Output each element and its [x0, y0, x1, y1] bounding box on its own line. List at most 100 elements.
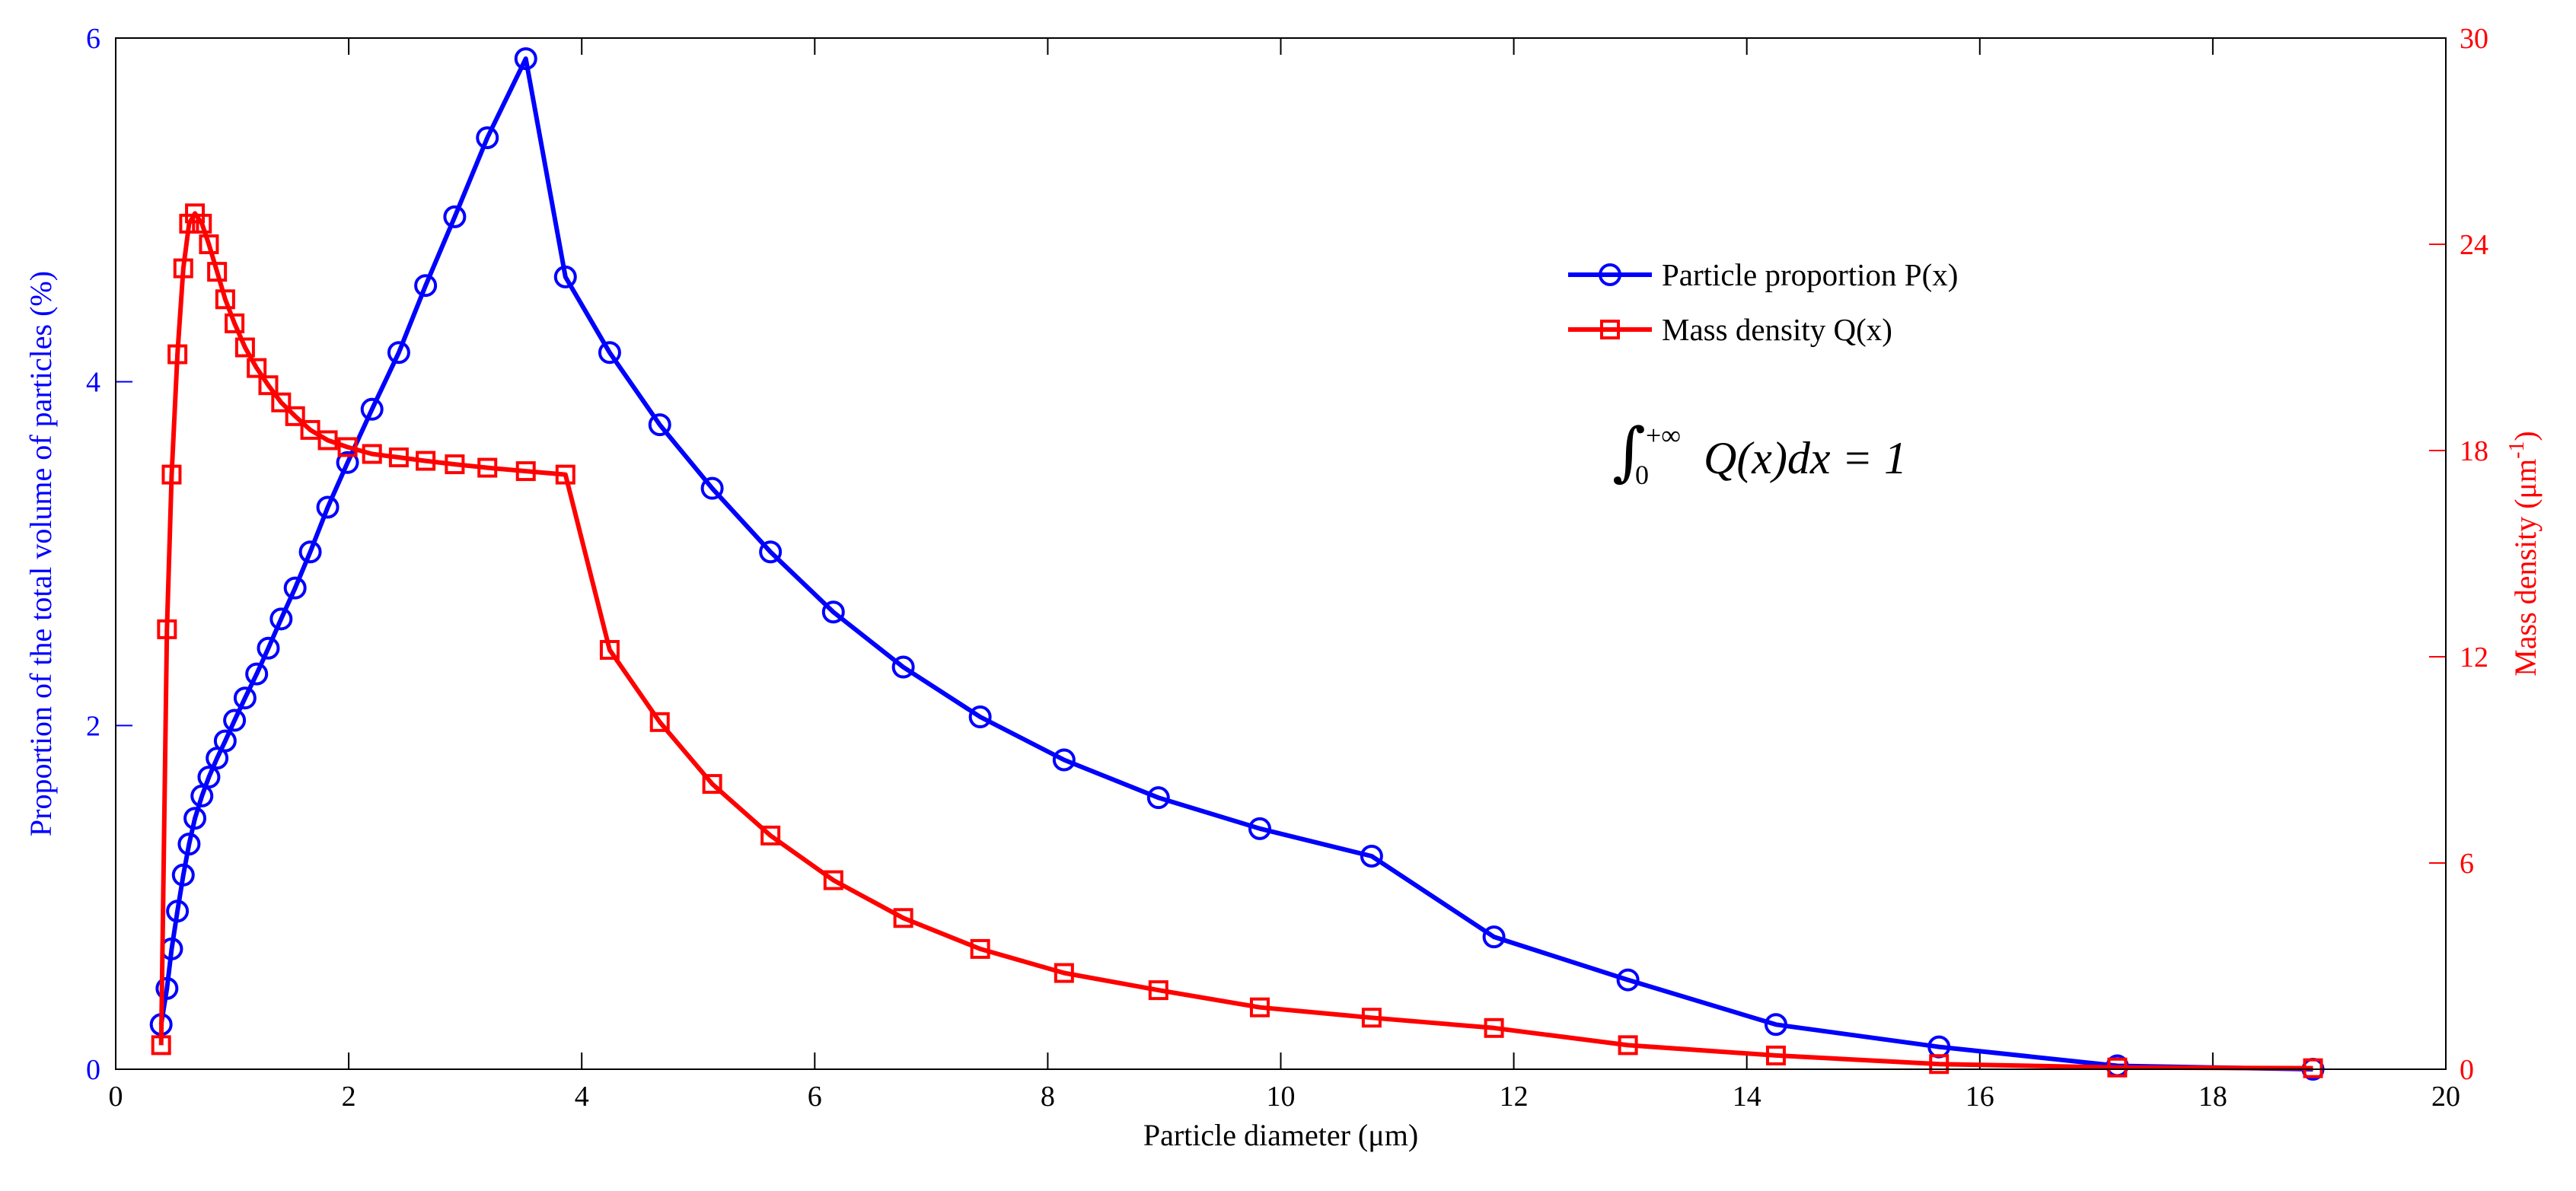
x-tick-label: 20: [2431, 1081, 2460, 1113]
data-point: [316, 495, 340, 519]
series-line: [158, 211, 2313, 1071]
data-point: [1765, 1045, 1786, 1065]
data-point: [514, 47, 537, 71]
y-right-tick-label: 6: [2460, 848, 2474, 880]
data-point: [515, 461, 536, 482]
data-point: [337, 437, 358, 457]
data-point: [702, 774, 722, 795]
data-point: [173, 258, 193, 279]
data-point: [414, 274, 438, 298]
data-point: [1929, 1054, 1950, 1075]
data-point: [1764, 1013, 1787, 1037]
series-layer: [149, 47, 2325, 1081]
data-point: [233, 686, 257, 710]
integral-upper-limit: +∞: [1646, 420, 1681, 451]
data-point: [258, 375, 279, 396]
data-point: [360, 397, 384, 421]
data-point: [648, 413, 671, 437]
legend-entry-q: Mass density Q(x): [1568, 312, 1892, 347]
data-point: [183, 807, 207, 830]
data-point: [700, 476, 724, 500]
data-point: [234, 337, 255, 358]
y-left-tick-label: 6: [86, 23, 100, 55]
data-point: [891, 655, 915, 679]
data-point: [1146, 786, 1170, 810]
x-tick-label: 12: [1500, 1081, 1529, 1113]
data-point: [416, 451, 436, 471]
y-axis-right-title-exponent: -1: [2505, 441, 2529, 459]
y-left-tick-label: 4: [86, 367, 100, 399]
data-point: [269, 607, 293, 631]
data-point: [207, 262, 228, 282]
x-tick-label: 0: [109, 1081, 123, 1113]
y-right-tick-label: 12: [2460, 642, 2488, 674]
x-tick-label: 8: [1041, 1081, 1055, 1113]
data-point: [553, 265, 577, 288]
data-point: [247, 358, 267, 378]
legend-entry-p: Particle proportion P(x): [1568, 257, 1958, 292]
legend-label-p: Particle proportion P(x): [1662, 257, 1958, 292]
data-point: [179, 213, 199, 234]
data-point: [285, 406, 305, 426]
data-point: [155, 976, 179, 1000]
data-point: [1618, 1035, 1638, 1056]
data-point: [1248, 817, 1271, 840]
data-point: [1616, 968, 1640, 992]
data-point: [1361, 1008, 1382, 1028]
data-point: [893, 908, 913, 928]
data-point: [476, 126, 499, 149]
data-point: [1054, 963, 1074, 983]
data-point: [362, 444, 382, 464]
x-tick-label: 16: [1965, 1081, 1994, 1113]
data-point: [298, 540, 322, 564]
data-point: [166, 900, 190, 923]
data-point: [1148, 980, 1168, 1001]
data-point: [821, 600, 845, 624]
data-point: [167, 344, 188, 365]
data-point: [213, 729, 237, 753]
data-point: [300, 419, 320, 440]
data-point: [477, 457, 498, 478]
data-point: [555, 464, 575, 485]
data-point: [283, 576, 307, 600]
data-point: [387, 341, 410, 365]
data-point: [1052, 748, 1076, 772]
data-point: [2107, 1057, 2128, 1078]
integral-annotation: ∫ 0 +∞ Q(x)dx = 1: [1612, 414, 1907, 490]
data-point: [161, 464, 182, 485]
series-mass-density: [151, 203, 2323, 1078]
data-point: [1360, 844, 1383, 868]
data-point: [225, 313, 245, 333]
y-right-tick-label: 24: [2460, 229, 2488, 261]
x-tick-label: 6: [808, 1081, 822, 1113]
data-point: [192, 213, 212, 234]
data-point: [598, 341, 621, 365]
data-point: [317, 430, 338, 451]
data-point: [823, 870, 843, 890]
series-particle-proportion: [149, 47, 2325, 1081]
data-point: [245, 662, 269, 686]
x-tick-label: 2: [342, 1081, 356, 1113]
data-point: [215, 289, 235, 310]
data-point: [1482, 925, 1506, 949]
y-axis-right-title: Mass density (μm-1): [2505, 431, 2543, 677]
legend: Particle proportion P(x) Mass density Q(…: [1568, 257, 1958, 347]
x-axis-title: Particle diameter (μm): [1143, 1118, 1418, 1152]
data-point: [223, 709, 247, 732]
data-point: [199, 234, 219, 254]
data-point: [388, 447, 409, 468]
integral-lower-limit: 0: [1635, 460, 1649, 490]
data-point: [171, 863, 195, 887]
y-axis-left-title: Proportion of the total volume of partic…: [24, 271, 58, 836]
data-point: [151, 1035, 171, 1056]
legend-marker-p: [1599, 263, 1621, 286]
y-right-tick-label: 30: [2460, 23, 2488, 55]
data-point: [445, 454, 465, 475]
data-point: [257, 636, 280, 660]
integral-sign: ∫: [1612, 414, 1646, 489]
x-tick-label: 14: [1733, 1081, 1761, 1113]
y-axis-right-title-close: ): [2508, 431, 2543, 441]
